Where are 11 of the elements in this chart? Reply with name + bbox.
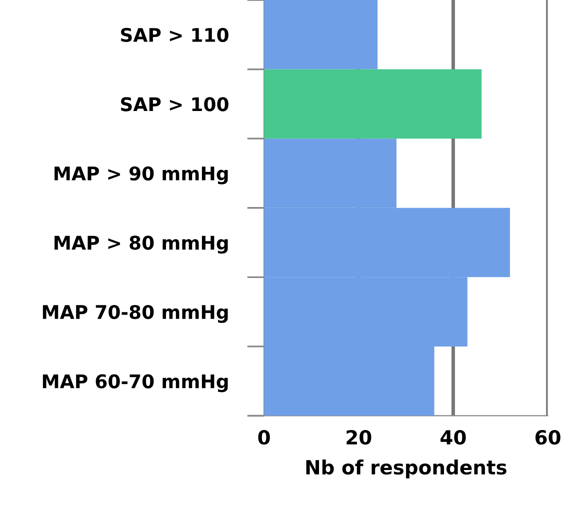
y-tick-label: MAP > 90 mmHg xyxy=(54,166,228,184)
y-tick-label: SAP > 100 xyxy=(121,97,228,112)
y-tick-label: MAP 70-80 mmHg xyxy=(42,304,228,323)
y-tick-label: MAP > 80 mmHg xyxy=(54,236,228,254)
x-tick-label: 40 xyxy=(440,430,466,445)
x-tick-label: 60 xyxy=(535,430,560,445)
x-axis-title: Nb of respondents xyxy=(306,460,506,478)
x-tick-label: 20 xyxy=(346,430,372,445)
x-tick-label: 0 xyxy=(258,430,270,445)
y-tick-label: MAP 60-70 mmHg xyxy=(42,374,228,392)
y-tick-label: SAP > 110 xyxy=(121,28,228,42)
